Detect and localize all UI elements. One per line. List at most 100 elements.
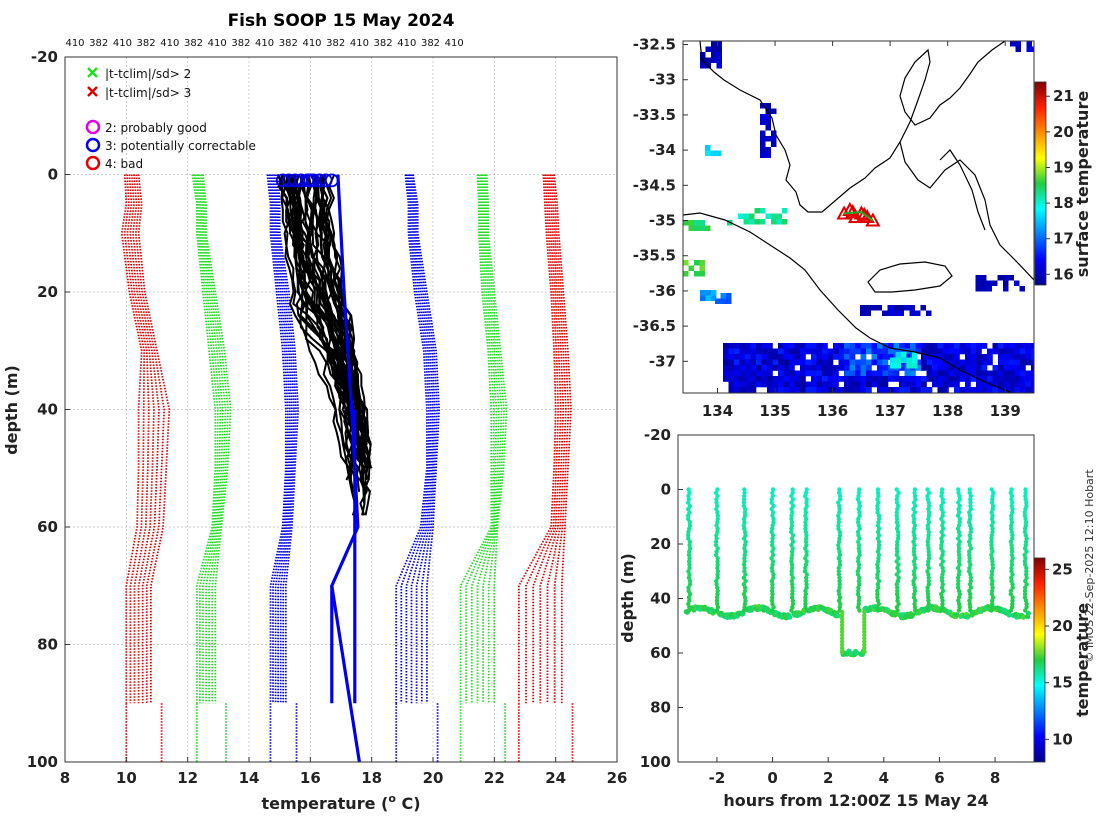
td-point xyxy=(939,595,945,600)
sst-cell xyxy=(734,381,740,388)
td-point xyxy=(856,490,862,495)
sst-cell xyxy=(976,381,982,388)
sst-cell xyxy=(877,365,883,371)
sst-cell xyxy=(761,381,768,388)
td-point xyxy=(839,629,845,634)
td-point xyxy=(911,595,917,600)
sst-cell xyxy=(827,348,834,355)
td-point xyxy=(803,588,808,594)
sst-cell xyxy=(794,376,801,382)
td-point xyxy=(990,497,995,502)
td-point xyxy=(894,497,899,502)
sst-cell xyxy=(860,387,867,393)
sst-cell xyxy=(723,376,729,382)
td-point xyxy=(957,516,963,522)
td-point xyxy=(834,613,841,619)
td-point xyxy=(713,542,719,548)
sst-cell xyxy=(998,359,1004,366)
td-point xyxy=(714,598,720,603)
td-point xyxy=(876,556,881,561)
td-frame xyxy=(677,434,1035,763)
clim-line-clim-3sd-low xyxy=(137,174,171,704)
top-label: 410 xyxy=(302,38,321,49)
sst-cell xyxy=(877,354,883,360)
td-point xyxy=(939,608,944,613)
sst-cell xyxy=(921,348,927,355)
td-point xyxy=(875,582,880,587)
td-colorbar xyxy=(1033,557,1046,763)
sst-cell xyxy=(794,381,801,388)
sst-cell xyxy=(838,365,845,371)
sst-cell xyxy=(745,365,751,371)
sst-cell xyxy=(1014,359,1021,366)
sst-cell xyxy=(789,343,795,349)
sst-cell xyxy=(745,354,751,360)
y-tick-label: 60 xyxy=(37,518,58,536)
td-point xyxy=(968,605,973,610)
sst-cell xyxy=(910,370,916,377)
td-point xyxy=(839,632,845,638)
td-point xyxy=(839,645,845,651)
sst-cell xyxy=(739,354,746,360)
sst-cell xyxy=(811,348,817,355)
td-point xyxy=(925,497,930,502)
sst-cell xyxy=(849,365,856,371)
sst-cell xyxy=(975,280,981,286)
td-point xyxy=(855,569,860,574)
td-colorbar-tick-label: 25 xyxy=(1052,560,1073,578)
td-point xyxy=(742,559,747,564)
map-colorbar xyxy=(1034,81,1047,286)
td-point xyxy=(862,626,867,631)
sst-cell xyxy=(771,219,777,225)
legend-marker-red-x xyxy=(87,86,98,97)
td-point xyxy=(715,520,720,525)
td-point xyxy=(769,565,775,571)
sst-cell xyxy=(683,271,689,277)
td-point xyxy=(1010,582,1015,587)
map-y-tick-label: -35.5 xyxy=(633,247,676,265)
sst-cell xyxy=(716,63,722,69)
legend: |t-tclim|/sd> 2 |t-tclim|/sd> 3 2: proba… xyxy=(85,67,256,171)
sst-cell xyxy=(756,365,762,371)
sst-cell xyxy=(926,354,933,360)
sst-cell xyxy=(981,387,988,393)
td-point xyxy=(687,542,692,548)
td-point xyxy=(715,487,720,492)
td-point xyxy=(804,549,809,554)
sst-cell xyxy=(998,343,1004,349)
sst-cell xyxy=(915,381,922,388)
td-point xyxy=(804,582,809,587)
sst-cell xyxy=(782,219,788,225)
td-point xyxy=(837,497,843,502)
td-point xyxy=(967,552,972,558)
td-point xyxy=(894,591,900,597)
td-point xyxy=(940,552,945,558)
td-point xyxy=(686,513,691,518)
sst-cell xyxy=(998,354,1004,360)
td-point xyxy=(940,601,945,607)
td-point xyxy=(686,493,691,499)
td-point xyxy=(894,605,900,610)
sst-cell xyxy=(975,275,981,281)
sst-cell xyxy=(943,365,949,371)
td-point xyxy=(687,526,692,531)
td-point xyxy=(715,605,721,610)
sst-cell xyxy=(943,343,949,349)
sst-cell xyxy=(981,365,988,371)
sst-cell xyxy=(904,370,911,377)
td-point xyxy=(742,516,747,522)
sst-cell xyxy=(904,343,911,349)
sst-cell xyxy=(838,348,845,355)
td-point xyxy=(715,526,720,531)
sst-cell xyxy=(811,381,817,388)
td-point xyxy=(939,503,944,509)
sst-cell xyxy=(805,381,812,388)
td-point xyxy=(741,500,747,505)
td-point xyxy=(839,616,845,621)
legend-green-x: |t-tclim|/sd> 2 xyxy=(105,67,191,81)
sst-cell xyxy=(805,387,812,393)
sst-cell xyxy=(739,343,746,349)
sst-cell xyxy=(932,381,938,388)
td-point xyxy=(856,585,861,590)
clim-line-clim-2sd-high xyxy=(459,174,493,704)
